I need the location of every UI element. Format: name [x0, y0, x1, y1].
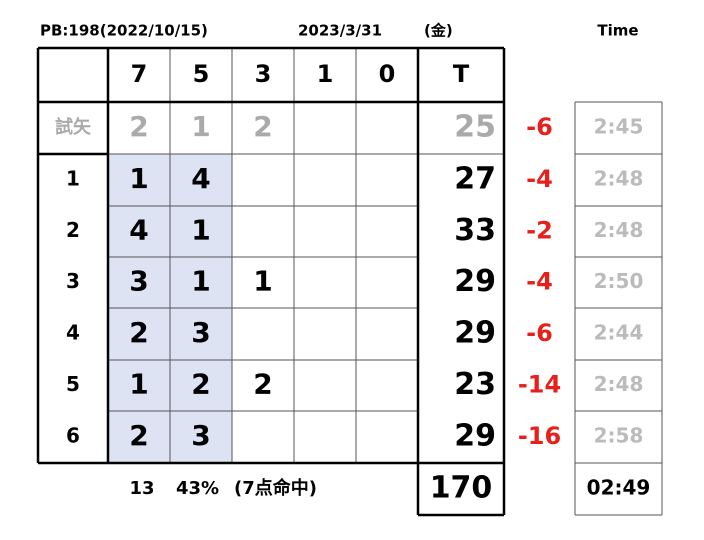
date: 2023/3/31	[298, 22, 382, 40]
diff: -6	[526, 113, 553, 141]
count: 1	[191, 110, 210, 143]
column-header: 5	[193, 60, 210, 88]
row-total: 29	[454, 264, 496, 299]
time: 2:48	[594, 218, 644, 242]
count: 1	[191, 265, 210, 298]
row-label: 1	[66, 167, 80, 191]
count: 2	[191, 368, 210, 401]
column-header: T	[453, 60, 470, 88]
row-total: 25	[454, 110, 496, 145]
diff: -16	[518, 422, 561, 450]
average-time: 02:49	[587, 476, 651, 500]
row-label: 3	[66, 269, 80, 293]
count: 2	[129, 419, 148, 452]
count: 3	[129, 265, 148, 298]
row-total: 29	[454, 316, 496, 351]
count: 1	[129, 368, 148, 401]
time: 2:48	[594, 372, 644, 396]
diff: -2	[526, 217, 553, 245]
row-label: 2	[66, 218, 80, 242]
note: (7点命中)	[234, 477, 317, 499]
count: 3	[191, 419, 210, 452]
row-label: 5	[66, 372, 80, 396]
count: 2	[129, 110, 148, 143]
column-header: 1	[317, 60, 334, 88]
count: 4	[191, 162, 210, 195]
count: 3	[191, 316, 210, 349]
column-header: 7	[131, 60, 148, 88]
pb: PB:198(2022/10/15)	[40, 22, 208, 40]
diff: -14	[518, 371, 561, 399]
count: 2	[129, 316, 148, 349]
time-label: Time	[597, 22, 638, 40]
count: 1	[253, 265, 272, 298]
column-header: 3	[255, 60, 272, 88]
row-total: 33	[454, 213, 496, 248]
time: 2:50	[594, 269, 644, 293]
column-header: 0	[379, 60, 396, 88]
hits: 13	[129, 478, 154, 499]
count: 1	[191, 214, 210, 247]
diff: -4	[526, 165, 553, 193]
time: 2:44	[594, 321, 644, 345]
time: 2:48	[594, 167, 644, 191]
count: 4	[129, 214, 148, 247]
time: 2:45	[594, 115, 644, 139]
diff: -4	[526, 268, 553, 296]
row-label: 4	[66, 321, 80, 345]
grand-total: 170	[430, 471, 493, 506]
rate: 43%	[176, 478, 219, 499]
time: 2:58	[594, 424, 644, 448]
row-label: 6	[66, 424, 80, 448]
count: 2	[253, 110, 272, 143]
row-label: 試矢	[55, 116, 92, 138]
weekday: (金)	[424, 22, 453, 40]
row-total: 27	[454, 162, 496, 197]
row-total: 29	[454, 419, 496, 454]
row-total: 23	[454, 367, 496, 402]
count: 2	[253, 368, 272, 401]
diff: -6	[526, 319, 553, 347]
count: 1	[129, 162, 148, 195]
